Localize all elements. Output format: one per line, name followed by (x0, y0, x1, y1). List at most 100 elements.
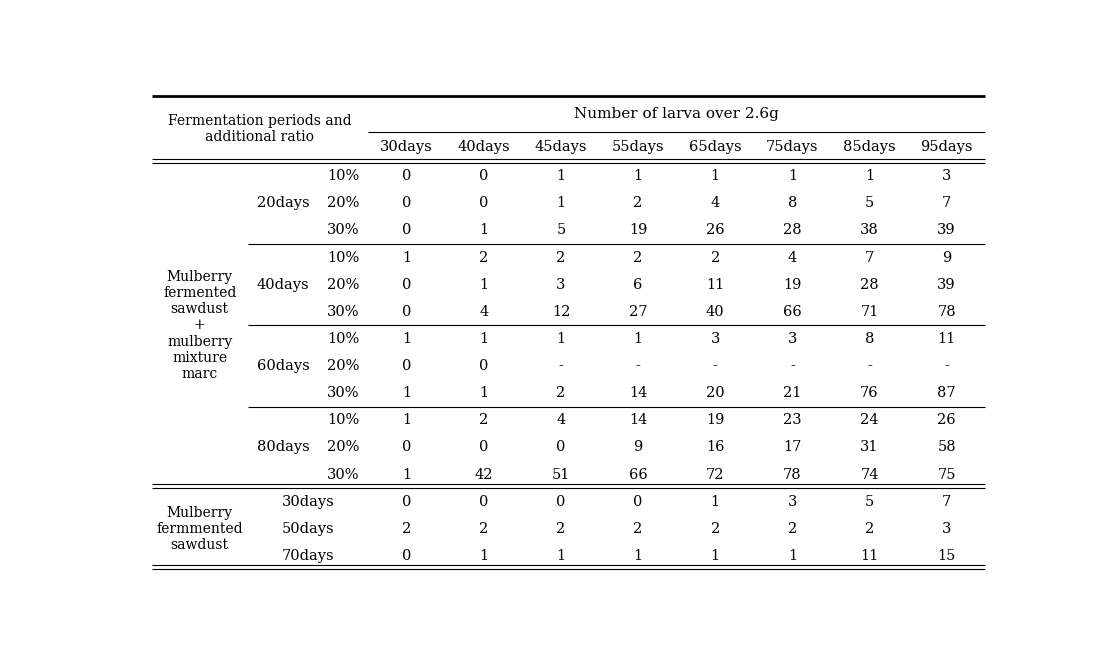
Text: 4: 4 (557, 413, 566, 427)
Text: 3: 3 (942, 522, 952, 536)
Text: 7: 7 (865, 250, 874, 264)
Text: 66: 66 (783, 305, 802, 318)
Text: 30%: 30% (327, 224, 359, 237)
Text: 2: 2 (633, 250, 643, 264)
Text: 0: 0 (557, 440, 566, 455)
Text: 1: 1 (479, 224, 488, 237)
Text: 5: 5 (557, 224, 566, 237)
Text: 70days: 70days (282, 549, 334, 563)
Text: 0: 0 (401, 196, 411, 211)
Text: 23: 23 (783, 413, 802, 427)
Text: 30days: 30days (282, 494, 334, 509)
Text: 2: 2 (557, 522, 566, 536)
Text: 27: 27 (629, 305, 648, 318)
Text: 9: 9 (633, 440, 643, 455)
Text: 76: 76 (861, 386, 878, 400)
Text: 0: 0 (401, 305, 411, 318)
Text: 1: 1 (711, 549, 720, 563)
Text: 3: 3 (711, 332, 720, 346)
Text: 10%: 10% (327, 332, 359, 346)
Text: 45days: 45days (535, 141, 587, 154)
Text: Mulberry
fermented
sawdust
+
mulberry
mixture
marc: Mulberry fermented sawdust + mulberry mi… (163, 269, 236, 381)
Text: 39: 39 (937, 224, 956, 237)
Text: 3: 3 (942, 169, 952, 183)
Text: 87: 87 (937, 386, 956, 400)
Text: 0: 0 (401, 169, 411, 183)
Text: 10%: 10% (327, 413, 359, 427)
Text: 3: 3 (787, 494, 797, 509)
Text: 60days: 60days (256, 359, 309, 373)
Text: -: - (559, 359, 563, 373)
Text: 74: 74 (861, 468, 878, 481)
Text: 1: 1 (787, 549, 797, 563)
Text: 16: 16 (706, 440, 724, 455)
Text: 1: 1 (557, 169, 566, 183)
Text: 1: 1 (403, 386, 411, 400)
Text: 1: 1 (787, 169, 797, 183)
Text: 0: 0 (401, 494, 411, 509)
Text: 1: 1 (633, 332, 642, 346)
Text: 1: 1 (633, 549, 642, 563)
Text: 0: 0 (479, 494, 488, 509)
Text: 20days: 20days (256, 196, 309, 211)
Text: 0: 0 (479, 359, 488, 373)
Text: 11: 11 (861, 549, 878, 563)
Text: 1: 1 (403, 250, 411, 264)
Text: 20%: 20% (327, 278, 359, 292)
Text: Mulberry
fermmented
sawdust: Mulberry fermmented sawdust (156, 506, 243, 552)
Text: 8: 8 (787, 196, 797, 211)
Text: 26: 26 (937, 413, 956, 427)
Text: 24: 24 (861, 413, 878, 427)
Text: 40days: 40days (458, 141, 510, 154)
Text: 7: 7 (942, 494, 952, 509)
Text: 2: 2 (479, 250, 488, 264)
Text: 4: 4 (479, 305, 488, 318)
Text: Number of larva over 2.6g: Number of larva over 2.6g (574, 107, 780, 121)
Text: 20%: 20% (327, 440, 359, 455)
Text: 0: 0 (401, 224, 411, 237)
Text: 17: 17 (783, 440, 802, 455)
Text: 3: 3 (557, 278, 566, 292)
Text: 20: 20 (706, 386, 724, 400)
Text: 1: 1 (403, 332, 411, 346)
Text: 4: 4 (787, 250, 797, 264)
Text: 12: 12 (552, 305, 570, 318)
Text: 75: 75 (937, 468, 956, 481)
Text: 19: 19 (783, 278, 802, 292)
Text: 51: 51 (552, 468, 570, 481)
Text: 1: 1 (403, 413, 411, 427)
Text: 30days: 30days (380, 141, 433, 154)
Text: 2: 2 (633, 196, 643, 211)
Text: 0: 0 (401, 359, 411, 373)
Text: 1: 1 (479, 386, 488, 400)
Text: -: - (635, 359, 641, 373)
Text: 28: 28 (783, 224, 802, 237)
Text: 20%: 20% (327, 196, 359, 211)
Text: 30%: 30% (327, 305, 359, 318)
Text: 40: 40 (706, 305, 724, 318)
Text: 1: 1 (557, 549, 566, 563)
Text: 11: 11 (937, 332, 956, 346)
Text: 14: 14 (629, 386, 648, 400)
Text: 0: 0 (401, 549, 411, 563)
Text: 58: 58 (937, 440, 956, 455)
Text: 0: 0 (401, 440, 411, 455)
Text: 19: 19 (706, 413, 724, 427)
Text: 8: 8 (865, 332, 874, 346)
Text: 2: 2 (711, 250, 720, 264)
Text: 30%: 30% (327, 468, 359, 481)
Text: 20%: 20% (327, 359, 359, 373)
Text: 7: 7 (942, 196, 952, 211)
Text: 75days: 75days (766, 141, 818, 154)
Text: 2: 2 (479, 522, 488, 536)
Text: 9: 9 (942, 250, 952, 264)
Text: 2: 2 (711, 522, 720, 536)
Text: 5: 5 (865, 196, 874, 211)
Text: 55days: 55days (612, 141, 664, 154)
Text: Fermentation periods and
additional ratio: Fermentation periods and additional rati… (167, 114, 352, 145)
Text: 95days: 95days (920, 141, 973, 154)
Text: 6: 6 (633, 278, 643, 292)
Text: 1: 1 (557, 196, 566, 211)
Text: 14: 14 (629, 413, 648, 427)
Text: 30%: 30% (327, 386, 359, 400)
